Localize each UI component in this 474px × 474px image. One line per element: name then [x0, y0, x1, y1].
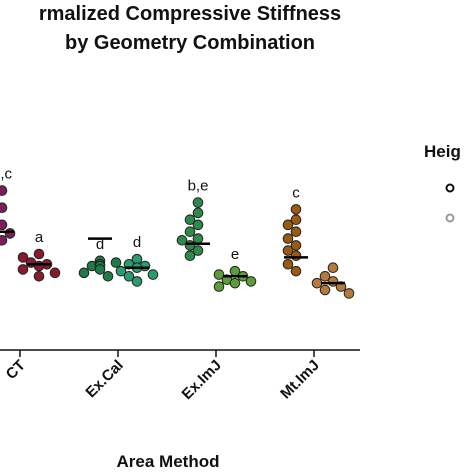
data-point [184, 250, 196, 262]
data-point [213, 281, 225, 292]
data-point [192, 233, 204, 244]
data-point [229, 277, 241, 289]
data-point [282, 219, 294, 231]
data-point [290, 250, 302, 262]
data-point [78, 267, 90, 279]
data-point [290, 204, 302, 215]
significance-label: e [231, 246, 239, 263]
data-point [115, 265, 127, 277]
data-point [327, 262, 339, 274]
data-point [319, 270, 331, 282]
data-point [290, 214, 302, 226]
data-point [343, 288, 355, 299]
data-point [0, 202, 8, 214]
x-tick-label: CT [3, 357, 29, 383]
chart-title: by Geometry Combination [65, 32, 315, 54]
significance-label: c [292, 184, 300, 201]
data-point [147, 269, 159, 280]
data-point [17, 264, 29, 275]
x-tick-label: Ex.ImJ [179, 357, 225, 403]
data-point [0, 219, 8, 231]
data-point [290, 226, 302, 238]
significance-label: d [133, 234, 141, 251]
data-point [245, 276, 257, 287]
data-point [33, 248, 45, 260]
data-point [110, 257, 122, 268]
chart-title: rmalized Compressive Stiffness [39, 3, 341, 25]
significance-label: a [35, 229, 44, 246]
data-point [131, 276, 143, 287]
data-point [49, 267, 61, 279]
data-point [94, 264, 106, 275]
x-axis-label: Area Method [117, 452, 220, 471]
data-point [192, 245, 204, 256]
legend-marker [445, 183, 455, 193]
data-point [4, 228, 16, 239]
x-tick-label: Mt.ImJ [277, 357, 323, 403]
data-point [290, 240, 302, 251]
data-point [282, 233, 294, 244]
data-point [102, 270, 114, 282]
x-tick-label: Ex.Cal [82, 357, 126, 401]
data-point [33, 270, 45, 282]
data-point [123, 270, 135, 282]
significance-label: d [96, 236, 104, 253]
data-point [290, 265, 302, 277]
significance-label: b,e [188, 178, 209, 195]
data-point [0, 185, 8, 196]
legend-title: Heig [424, 142, 461, 161]
data-point [176, 234, 188, 246]
data-point [0, 234, 8, 246]
significance-label: b,c [0, 166, 13, 183]
data-point [319, 284, 331, 296]
data-point [33, 260, 45, 272]
data-point [282, 245, 294, 256]
data-point [184, 226, 196, 238]
data-point [192, 219, 204, 231]
data-point [213, 269, 225, 280]
data-point [17, 252, 29, 263]
legend-marker [445, 213, 455, 223]
data-point [192, 207, 204, 219]
data-point [282, 258, 294, 270]
data-point [192, 197, 204, 208]
data-point [311, 277, 323, 289]
data-point [184, 214, 196, 226]
